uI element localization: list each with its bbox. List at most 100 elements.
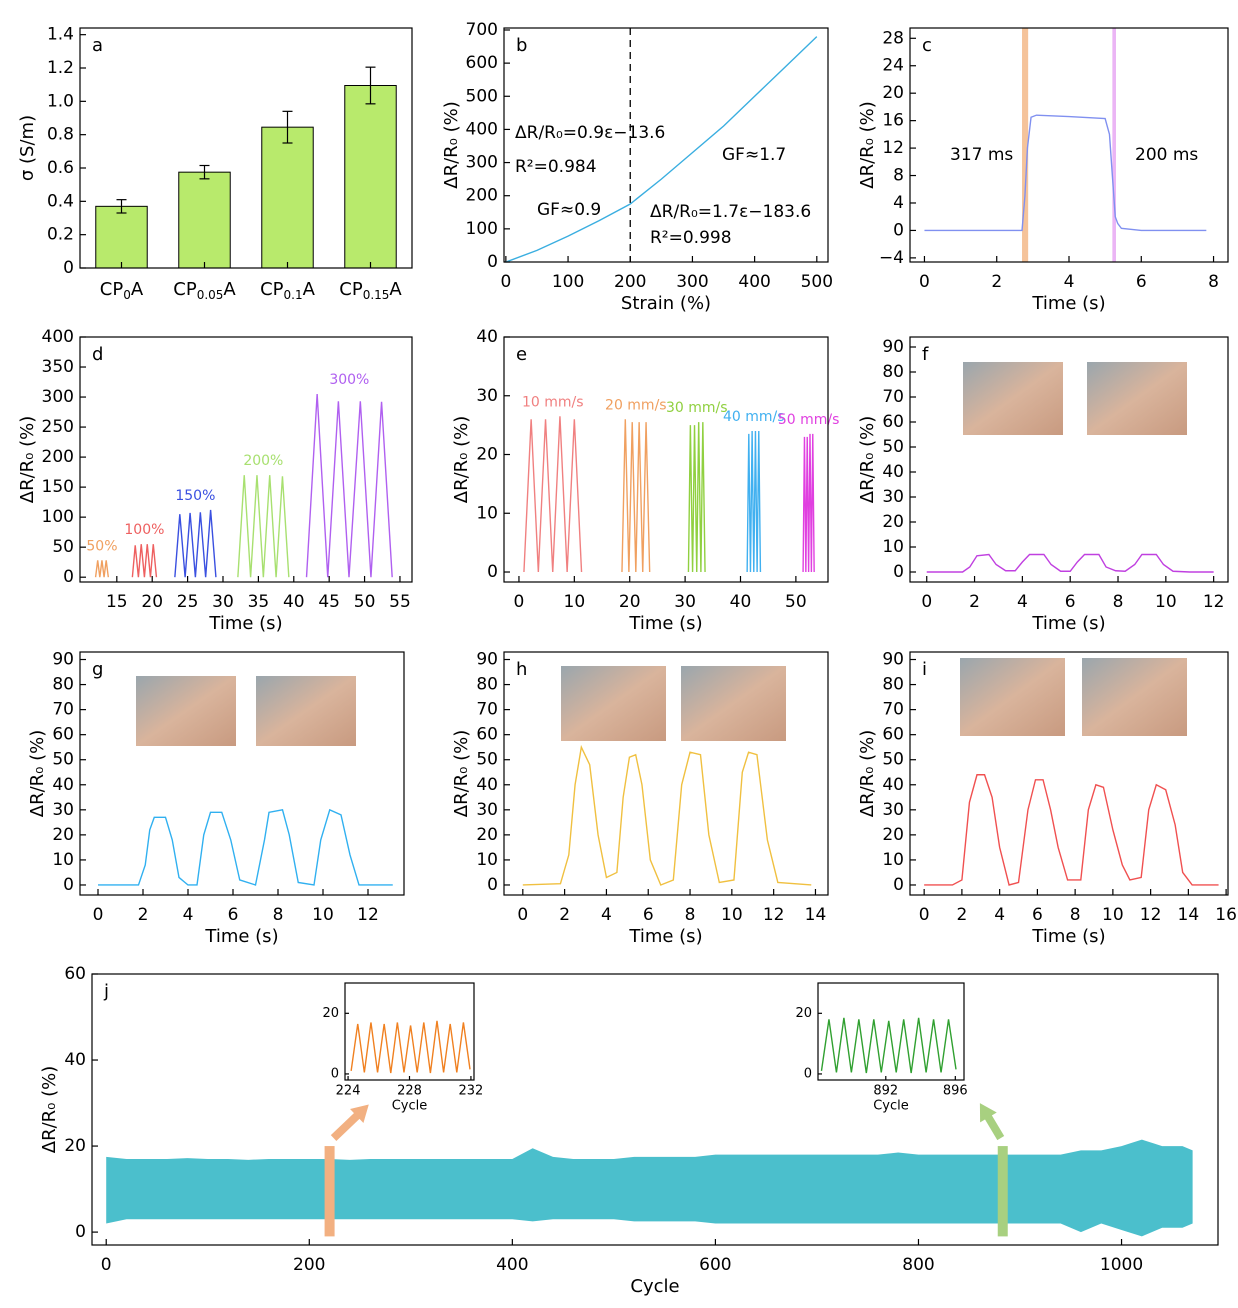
x-tick-label: CP0.05A: [173, 279, 236, 302]
y-tick-label: 20: [322, 1006, 339, 1021]
plot-frame: [909, 651, 1229, 896]
x-tick-label: 2: [991, 272, 1002, 292]
y-tick-label: 200: [466, 186, 498, 206]
x-axis-label: Time (s): [628, 926, 702, 947]
x-tick-label: 892: [873, 1084, 898, 1099]
x-tick-label: 500: [801, 272, 833, 292]
y-axis-label: ΔR/R₀ (%): [17, 416, 38, 503]
y-tick-label: 0: [893, 562, 904, 582]
y-tick-label: 1.0: [47, 91, 74, 111]
highlight-band: [1022, 28, 1029, 262]
x-tick-label: 800: [902, 1255, 934, 1275]
label-part: CP: [100, 279, 124, 300]
plot-frame: [503, 27, 829, 263]
panel-letter: g: [92, 659, 103, 680]
y-tick-label: 90: [882, 650, 904, 670]
x-tick-label: 35: [248, 592, 270, 612]
series-line: [523, 416, 583, 573]
x-tick-label: 8: [1070, 905, 1081, 925]
plot-frame: [91, 973, 1219, 1246]
y-tick-label: 0: [487, 252, 498, 272]
panel-letter: h: [516, 659, 527, 680]
y-tick-label: 1.4: [47, 25, 74, 45]
y-tick-label: 12: [882, 138, 904, 158]
x-tick-label: 8: [1208, 272, 1219, 292]
photo: [561, 666, 666, 741]
x-tick-label: 12: [1203, 592, 1225, 612]
y-tick-label: 20: [882, 512, 904, 532]
x-tick-label: 400: [738, 272, 770, 292]
plot-frame: [79, 336, 413, 583]
x-tick-label: 4: [1064, 272, 1075, 292]
y-tick-label: 40: [476, 327, 498, 347]
y-axis-label: ΔR/R₀ (%): [27, 730, 48, 817]
y-tick-label: 90: [476, 650, 498, 670]
series-label: 100%: [124, 522, 164, 538]
x-tick-label: CP0.1A: [260, 279, 316, 302]
y-tick-label: 40: [882, 462, 904, 482]
subscript: 0.15: [363, 288, 390, 302]
y-tick-label: 10: [476, 503, 498, 523]
label-part: CP: [260, 279, 284, 300]
error-bar: [365, 66, 376, 105]
x-tick-label: 4: [183, 905, 194, 925]
annotation: R²=0.998: [650, 228, 732, 248]
series-line: [174, 509, 217, 578]
x-axis-label: Time (s): [1031, 293, 1105, 314]
y-tick-label: −4: [879, 248, 904, 268]
y-tick-label: 600: [466, 53, 498, 73]
y-tick-label: 40: [64, 1050, 86, 1070]
photo: [681, 666, 786, 741]
data-line: [350, 1020, 471, 1074]
x-tick-label: 2: [969, 592, 980, 612]
label-part: CP: [339, 279, 363, 300]
label-part: A: [131, 279, 144, 300]
bar: [344, 85, 397, 269]
y-tick-label: 20: [795, 1006, 812, 1021]
x-tick-label: 232: [459, 1084, 484, 1099]
x-tick-label: 2: [956, 905, 967, 925]
x-tick-label: 40: [730, 592, 752, 612]
x-tick-label: 15: [106, 592, 128, 612]
panel-letter: d: [92, 344, 103, 365]
x-axis-label: Time (s): [204, 926, 278, 947]
plot-frame: [503, 336, 829, 583]
y-tick-label: 0: [487, 562, 498, 582]
x-tick-label: 50: [785, 592, 807, 612]
y-tick-label: 40: [52, 775, 74, 795]
bar: [261, 126, 314, 269]
plot-frame: [344, 982, 475, 1081]
y-tick-label: 0: [75, 1222, 86, 1242]
x-tick-label: 12: [763, 905, 785, 925]
x-tick-label: 200: [614, 272, 646, 292]
y-tick-label: 50: [882, 750, 904, 770]
photos: [136, 362, 1187, 746]
series-label: 10 mm/s: [522, 394, 584, 410]
y-tick-label: 70: [882, 387, 904, 407]
data-line: [924, 114, 1207, 232]
x-tick-label: 4: [1017, 592, 1028, 612]
x-tick-label: CP0A: [100, 279, 144, 302]
y-tick-label: 60: [64, 964, 86, 984]
y-tick-label: 200: [42, 447, 74, 467]
annotation: ΔR/R₀=0.9ε−13.6: [515, 123, 665, 143]
y-tick-label: 100: [466, 219, 498, 239]
x-tick-label: 0: [517, 905, 528, 925]
x-tick-label: 400: [496, 1255, 528, 1275]
y-tick-label: 10: [476, 850, 498, 870]
x-tick-label: 25: [177, 592, 199, 612]
x-tick-label: 10: [564, 592, 586, 612]
y-tick-label: 0: [804, 1066, 812, 1081]
y-tick-label: 500: [466, 86, 498, 106]
y-axis-label: σ (S/m): [17, 115, 38, 181]
series-label: 300%: [329, 372, 369, 388]
x-tick-label: 12: [357, 905, 379, 925]
y-tick-label: 1.2: [47, 58, 74, 78]
panel-letter: b: [516, 35, 527, 56]
y-tick-label: 0.6: [47, 158, 74, 178]
x-tick-label: 224: [336, 1084, 361, 1099]
error-bar: [282, 110, 293, 144]
label-part: A: [389, 279, 402, 300]
highlight-band: [1112, 28, 1116, 262]
y-tick-label: 60: [882, 412, 904, 432]
